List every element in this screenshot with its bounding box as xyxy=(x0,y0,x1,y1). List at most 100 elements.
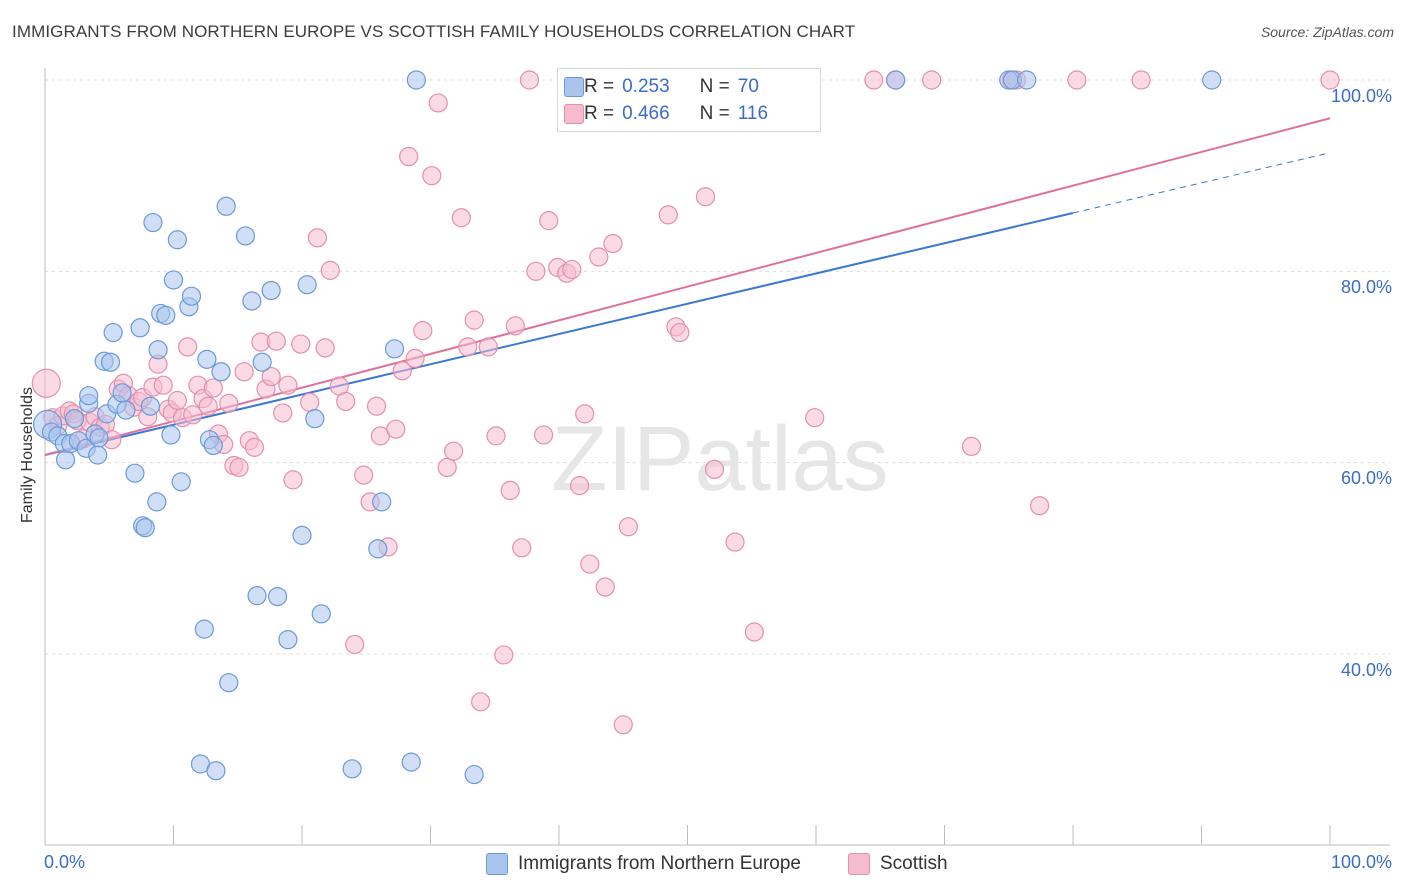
legend-item-scottish[interactable]: Scottish xyxy=(848,852,948,876)
stats-row-blue: R = 0.253 N = 70 xyxy=(564,75,759,99)
scottish-point xyxy=(478,337,498,357)
northern-europe-point xyxy=(297,275,317,295)
trend-line-extrapolated xyxy=(1072,152,1331,214)
r-value: 0.466 xyxy=(622,103,670,124)
northern-europe-point xyxy=(100,352,121,372)
r-label: R = xyxy=(584,76,615,97)
n-label: N = xyxy=(699,103,730,124)
scottish-point xyxy=(167,390,187,411)
scottish-point xyxy=(399,146,419,167)
trend-line-scottish xyxy=(44,117,1331,456)
scottish-point xyxy=(273,403,293,423)
scottish-point xyxy=(31,368,61,398)
scottish-point xyxy=(153,375,173,395)
n-label: N = xyxy=(699,76,730,97)
scottish-point xyxy=(670,322,690,343)
n-value: 116 xyxy=(737,103,769,124)
scottish-point xyxy=(603,233,623,254)
northern-europe-point xyxy=(464,764,484,785)
scottish-point xyxy=(464,310,484,330)
watermark: ZIPatlas xyxy=(551,408,888,510)
y-tick-label: 100.0% xyxy=(1330,86,1392,106)
scottish-points xyxy=(31,70,1340,735)
northern-europe-point xyxy=(88,445,108,465)
scottish-point xyxy=(725,532,745,552)
scottish-point xyxy=(613,715,633,735)
northern-europe-point xyxy=(267,586,288,607)
northern-europe-point xyxy=(342,759,362,779)
scottish-point xyxy=(575,404,595,424)
northern-europe-point xyxy=(197,349,217,369)
scottish-point xyxy=(569,476,590,496)
scottish-point xyxy=(539,211,559,231)
northern-europe-point xyxy=(181,286,202,306)
northern-europe-point xyxy=(886,70,906,90)
scottish-point xyxy=(512,538,532,558)
northern-europe-point xyxy=(242,291,262,311)
northern-europe-point xyxy=(247,586,267,606)
scottish-point xyxy=(386,419,406,439)
scottish-point xyxy=(229,457,249,478)
scottish-point xyxy=(562,259,582,280)
scottish-point xyxy=(413,321,433,341)
northern-europe-point xyxy=(103,322,123,343)
scottish-point xyxy=(178,337,198,357)
scottish-point xyxy=(533,425,554,445)
scottish-point xyxy=(428,93,448,113)
northern-europe-point xyxy=(116,400,136,420)
scottish-point xyxy=(405,348,425,368)
scottish-point xyxy=(266,331,286,351)
northern-europe-point xyxy=(64,409,85,429)
northern-europe-point xyxy=(252,352,272,372)
northern-europe-point xyxy=(384,339,405,359)
scottish-point xyxy=(392,361,412,381)
stats-box: R = 0.253 N = 70 R = 0.466 N = 116 xyxy=(557,68,821,132)
scottish-point xyxy=(444,441,464,461)
chart-title: IMMIGRANTS FROM NORTHERN EUROPE VS SCOTT… xyxy=(12,22,856,41)
scottish-point xyxy=(366,396,387,416)
scottish-point xyxy=(505,316,525,336)
scottish-point xyxy=(291,334,311,354)
northern-europe-point xyxy=(278,630,298,650)
northern-europe-point xyxy=(1017,70,1037,90)
scottish-point xyxy=(336,391,356,412)
scottish-point xyxy=(300,392,320,412)
northern-europe-point xyxy=(55,450,76,470)
northern-europe-point xyxy=(206,761,226,781)
northern-europe-point xyxy=(292,525,312,545)
scottish-point xyxy=(354,465,374,485)
scottish-point xyxy=(471,692,491,712)
scottish-point xyxy=(451,208,471,228)
r-value: 0.253 xyxy=(622,76,670,97)
northern-europe-point xyxy=(171,472,191,492)
x-tick-label-max: 100.0% xyxy=(1330,852,1392,872)
northern-europe-point xyxy=(156,305,176,325)
northern-europe-point xyxy=(194,619,214,639)
scottish-point xyxy=(261,366,281,387)
y-tick-label: 60.0% xyxy=(1340,468,1392,488)
legend-item-northern-europe[interactable]: Immigrants from Northern Europe xyxy=(486,852,801,876)
northern-europe-point xyxy=(216,196,236,216)
northern-europe-points xyxy=(32,70,1222,785)
scottish-point xyxy=(198,396,218,416)
scottish-point xyxy=(695,187,716,207)
northern-europe-point xyxy=(211,362,231,382)
scottish-point xyxy=(315,338,335,358)
northern-europe-point xyxy=(143,212,163,233)
northern-europe-point xyxy=(89,428,109,448)
northern-europe-point xyxy=(261,280,281,301)
northern-europe-point xyxy=(235,226,256,246)
trend-line-northern-europe xyxy=(44,212,1074,456)
scottish-point xyxy=(500,480,520,501)
northern-europe-point xyxy=(305,409,325,429)
scottish-point xyxy=(203,378,223,398)
northern-europe-point xyxy=(219,673,239,693)
scottish-point xyxy=(1131,70,1151,90)
scottish-point xyxy=(234,362,254,382)
stats-row-pink: R = 0.466 N = 116 xyxy=(564,102,769,126)
y-tick-label: 80.0% xyxy=(1340,277,1392,297)
scottish-point xyxy=(618,517,638,537)
scottish-point xyxy=(580,554,600,574)
northern-europe-point xyxy=(311,604,331,624)
